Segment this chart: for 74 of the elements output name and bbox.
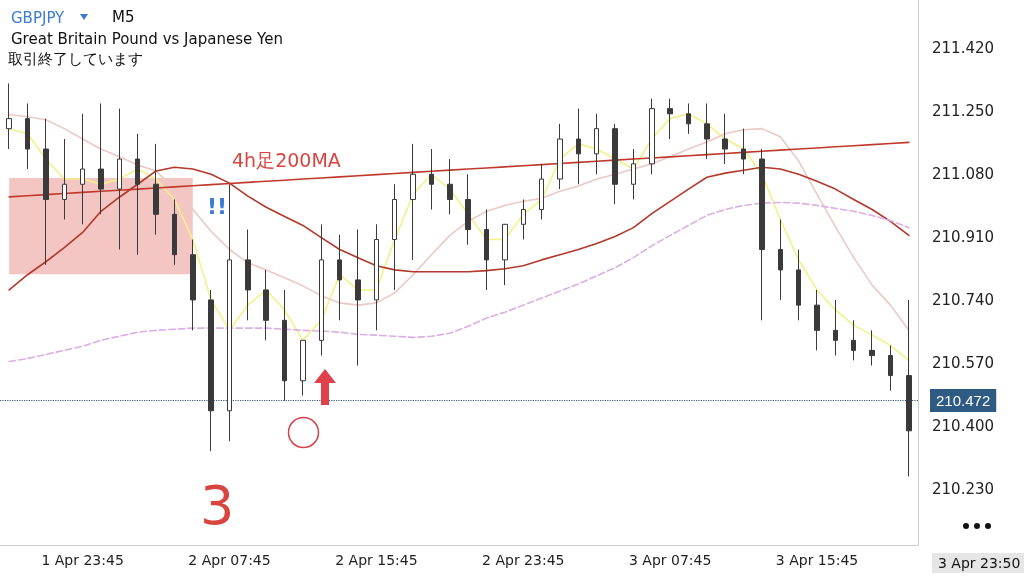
candlestick	[135, 133, 140, 256]
candlestick	[429, 148, 434, 210]
candlestick	[502, 223, 508, 286]
x-tick-label: 2 Apr 07:45	[188, 552, 271, 568]
candlestick	[888, 345, 893, 392]
candlestick	[612, 123, 618, 205]
candlestick	[649, 98, 655, 175]
candlestick	[869, 329, 875, 367]
candlestick	[6, 82, 12, 150]
annotation: M5	[112, 7, 135, 26]
x-tick-label: 3 Apr 15:45	[775, 552, 859, 568]
candlestick	[741, 128, 746, 175]
text: 3 Apr 23:50	[938, 555, 1021, 571]
candlestick	[447, 158, 453, 215]
y-tick-label: 211.250	[932, 102, 995, 121]
candlestick	[722, 113, 728, 165]
candlestick	[98, 102, 104, 215]
candlestick	[245, 228, 251, 321]
y-tick-label: 210.230	[932, 480, 995, 499]
text: Great Britain Pound vs Japanese Yen	[11, 29, 283, 48]
candlestick	[374, 223, 379, 331]
annotation: 取引終了しています	[8, 49, 143, 68]
candlestick	[594, 113, 599, 175]
candlestick	[796, 249, 801, 321]
ref-line-label: 210.472	[936, 391, 991, 409]
candlestick	[117, 108, 122, 251]
candlestick	[557, 123, 563, 190]
candlestick	[80, 113, 85, 225]
candlestick	[208, 289, 214, 452]
x-tick-label: 1 Apr 23:45	[41, 552, 124, 568]
candlestick	[576, 108, 581, 185]
candlestick	[153, 143, 159, 236]
candlestick	[300, 339, 306, 397]
candlestick	[282, 289, 287, 402]
annotation: !!	[207, 193, 228, 219]
candlestick	[686, 102, 691, 135]
candlestick	[62, 138, 67, 220]
candlestick	[227, 183, 232, 442]
annotation: 3	[200, 473, 235, 537]
candlestick	[759, 148, 765, 321]
candlestick	[392, 183, 397, 291]
y-tick-label: 210.910	[932, 228, 995, 247]
candlestick	[814, 289, 820, 351]
line-series	[8, 141, 910, 198]
x-tick-label: 3 Apr 07:45	[628, 552, 712, 568]
candlestick	[43, 118, 49, 266]
candlestick	[190, 239, 196, 331]
candlestick	[906, 299, 912, 477]
y-tick-label: 211.080	[932, 165, 995, 184]
y-tick-label: 210.400	[932, 417, 995, 436]
y-tick-label: 210.570	[932, 354, 995, 373]
text: GBPJPY	[11, 8, 66, 27]
annotation: 4h足200MA	[232, 148, 341, 171]
candlestick	[355, 228, 361, 367]
candlestick	[319, 223, 324, 357]
candlestick	[410, 143, 416, 261]
candlestick	[631, 148, 636, 200]
candlestick	[263, 269, 269, 341]
candlestick	[778, 218, 783, 301]
x-tick-label: 2 Apr 15:45	[335, 552, 418, 568]
y-tick-label: 211.420	[932, 39, 995, 58]
candlestick	[704, 102, 710, 160]
candlestick	[337, 234, 342, 321]
candlestick	[465, 173, 471, 246]
candlestick	[484, 208, 489, 291]
candlestick	[833, 299, 838, 357]
candlestick	[667, 98, 673, 140]
candlestick	[521, 198, 526, 240]
candlestick	[851, 319, 856, 361]
y-tick-label: 210.740	[932, 291, 995, 310]
x-tick-label: 2 Apr 23:45	[482, 552, 565, 568]
candlestick	[25, 102, 30, 170]
candlestick	[539, 163, 544, 220]
candlestick	[172, 198, 177, 266]
